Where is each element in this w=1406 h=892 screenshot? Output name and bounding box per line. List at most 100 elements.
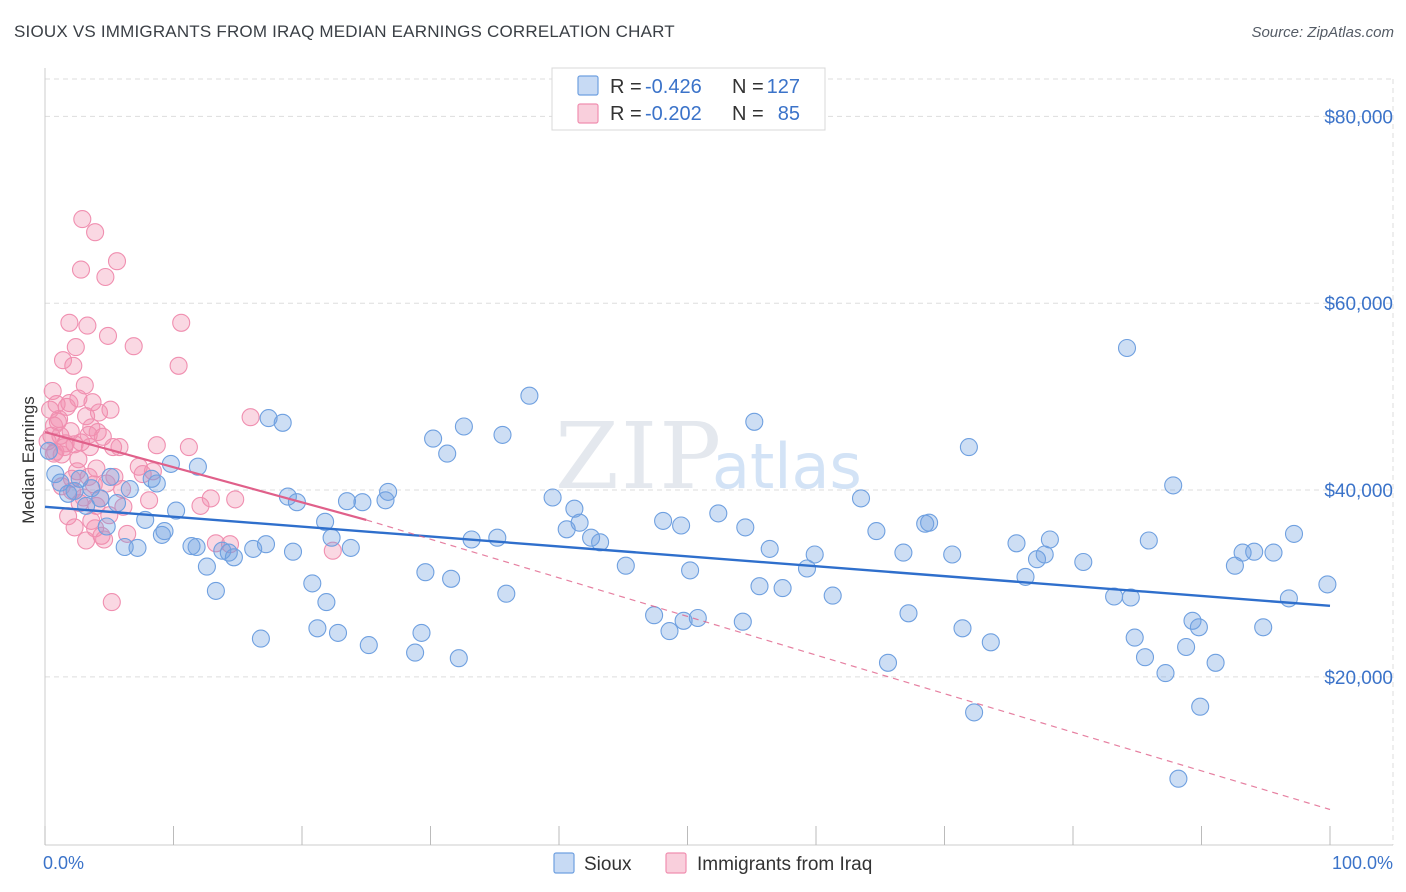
sioux-point <box>449 649 468 668</box>
sioux-point <box>488 528 507 547</box>
sioux-point <box>107 494 127 513</box>
iraq-point <box>65 518 84 537</box>
sioux-point <box>493 425 512 444</box>
sioux-point <box>1121 588 1140 607</box>
legend-n-label-1: N = <box>732 76 764 98</box>
iraq-point <box>107 252 127 271</box>
sioux-point <box>943 545 962 564</box>
iraq-point <box>147 436 166 455</box>
sioux-point <box>672 516 691 535</box>
sioux-point <box>46 465 65 484</box>
sioux-point <box>645 606 664 625</box>
iraq-point <box>96 267 115 287</box>
sioux-point <box>322 528 341 547</box>
sioux-point <box>1183 611 1202 630</box>
iraq-point <box>55 438 74 457</box>
sioux-point <box>1040 530 1059 549</box>
sioux-point <box>965 703 984 722</box>
sioux-point <box>167 501 186 520</box>
legend-r-value-1: -0.426 <box>645 76 702 98</box>
sioux-point <box>736 518 755 537</box>
sioux-point <box>750 577 769 596</box>
sioux-point <box>188 457 207 476</box>
iraq-point <box>53 351 73 370</box>
sioux-point <box>206 581 225 600</box>
sioux-point <box>1074 552 1093 572</box>
sioux-point <box>688 608 707 628</box>
iraq-point <box>102 593 121 612</box>
sioux-point <box>1007 534 1026 553</box>
sioux-point <box>851 489 871 508</box>
sioux-point <box>259 409 278 428</box>
sioux-point <box>709 504 728 523</box>
iraq-point <box>86 223 105 242</box>
sioux-point <box>308 619 327 638</box>
iraq-point <box>169 356 188 375</box>
sioux-point <box>959 438 978 457</box>
y-tick-label-0: $20,000 <box>1324 668 1393 689</box>
sioux-point <box>424 429 443 448</box>
watermark-zip: ZIP <box>555 403 723 510</box>
source-label: Source: ZipAtlas.com <box>1251 24 1394 41</box>
sioux-point <box>101 467 120 486</box>
sioux-point <box>565 499 584 518</box>
sioux-point <box>654 511 673 530</box>
sioux-point <box>412 623 431 642</box>
iraq-point <box>226 490 245 509</box>
sioux-point <box>337 492 357 511</box>
iraq-point <box>124 337 143 356</box>
iraq-point <box>101 400 120 419</box>
iraq-trend-line <box>44 431 367 521</box>
iraq-point <box>191 496 210 515</box>
sioux-point <box>745 412 764 431</box>
sioux-point <box>1139 531 1158 550</box>
iraq-trend-extension <box>366 519 1331 811</box>
iraq-point <box>83 393 102 412</box>
sioux-point <box>878 653 898 672</box>
sioux-point <box>128 538 147 557</box>
watermark: ZIP atlas <box>555 403 862 510</box>
sioux-point <box>406 643 425 662</box>
legend-n-value-1: 127 <box>767 76 800 98</box>
sioux-point <box>147 474 166 493</box>
sioux-point <box>115 537 134 557</box>
legend-box: R = -0.426 N = 127 R = -0.202 N = 85 <box>551 67 826 131</box>
y-tick-labels: $20,000 $40,000 $60,000 $80,000 <box>1324 107 1393 688</box>
iraq-point <box>69 450 88 469</box>
iraq-point <box>179 438 198 457</box>
sioux-point <box>303 574 322 593</box>
sioux-point <box>213 541 232 560</box>
sioux-point <box>416 563 435 582</box>
iraq-point <box>82 418 101 437</box>
x-tick-label-0: 0.0% <box>43 853 84 873</box>
sioux-point <box>953 619 972 638</box>
sioux-point <box>760 539 779 558</box>
sioux-point <box>316 512 335 531</box>
sioux-point <box>570 513 589 532</box>
sioux-point <box>733 612 752 631</box>
iraq-point <box>44 444 64 463</box>
sioux-point <box>1035 545 1054 564</box>
sioux-point <box>1191 697 1210 716</box>
x-tick-label-1: 100.0% <box>1332 853 1393 873</box>
iraq-point <box>86 519 105 538</box>
sioux-point <box>1318 575 1337 594</box>
bottom-legend-iraq-swatch <box>665 852 687 874</box>
sioux-point <box>1169 769 1188 788</box>
sioux-point <box>899 604 918 623</box>
iraq-point <box>60 394 79 413</box>
sioux-point <box>616 556 635 575</box>
iraq-point <box>89 403 109 422</box>
sioux-point <box>39 441 58 460</box>
sioux-point <box>120 480 139 499</box>
iraq-point <box>77 531 96 550</box>
sioux-point <box>1206 653 1225 672</box>
iraq-point <box>323 541 342 560</box>
sioux-trend-line <box>44 505 1331 608</box>
legend-sioux-swatch <box>577 75 599 96</box>
gridlines <box>45 78 1394 845</box>
sioux-point <box>224 548 243 567</box>
sioux-point <box>251 629 270 648</box>
sioux-point <box>1164 476 1183 495</box>
